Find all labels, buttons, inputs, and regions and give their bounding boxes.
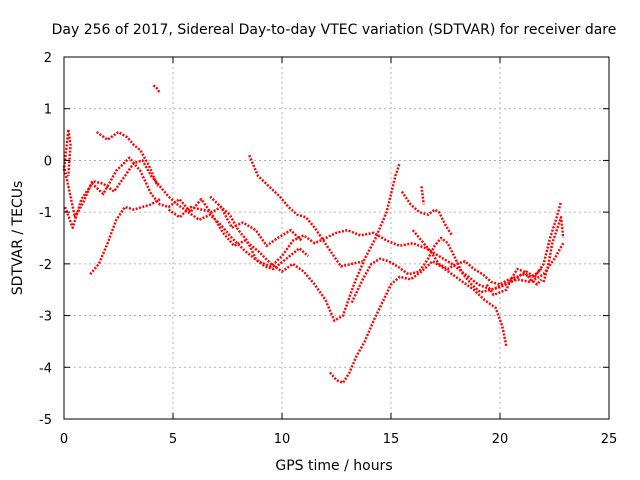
y-tick-label: -5	[39, 413, 52, 428]
series-track-h	[329, 260, 508, 385]
data-series	[62, 84, 565, 385]
series-track-e	[167, 205, 310, 271]
y-tick-label: -4	[39, 361, 52, 376]
series-track-g	[248, 154, 363, 268]
series-track-k	[411, 201, 563, 286]
series-track-b	[63, 156, 401, 322]
y-tick-label: -3	[39, 310, 52, 325]
series-track-p	[542, 216, 565, 283]
x-tick-label: 5	[169, 432, 177, 447]
plot-frame	[63, 56, 610, 420]
y-tick-label: -2	[39, 258, 52, 273]
series-track-n	[152, 84, 161, 94]
x-tick-label: 10	[274, 432, 291, 447]
series-track-m	[62, 128, 72, 176]
x-tick-label: 25	[601, 432, 618, 447]
y-tick-label: 2	[44, 51, 52, 66]
grid	[64, 57, 609, 419]
chart-title: Day 256 of 2017, Sidereal Day-to-day VTE…	[52, 22, 617, 38]
y-tick-label: 1	[44, 103, 52, 118]
x-tick-label: 15	[383, 432, 400, 447]
series-track-j	[400, 190, 454, 237]
series-track-l	[420, 186, 425, 205]
y-axis-label: SDTVAR / TECUs	[10, 181, 26, 296]
series-track-o	[485, 267, 543, 297]
series-track-a	[62, 159, 565, 291]
series-track-i	[350, 236, 543, 304]
y-tick-label: 0	[44, 154, 52, 169]
series-track-f	[209, 195, 303, 248]
axis-ticks: 0 5 10 15 20 25 -5 -4 -3 -2 -1 0 1 2	[39, 51, 617, 447]
y-tick-label: -1	[39, 206, 52, 221]
x-tick-label: 0	[60, 432, 68, 447]
x-axis-label: GPS time / hours	[275, 458, 392, 474]
series-track-c	[89, 198, 161, 276]
x-tick-label: 20	[492, 432, 509, 447]
series-track-d	[95, 130, 159, 187]
